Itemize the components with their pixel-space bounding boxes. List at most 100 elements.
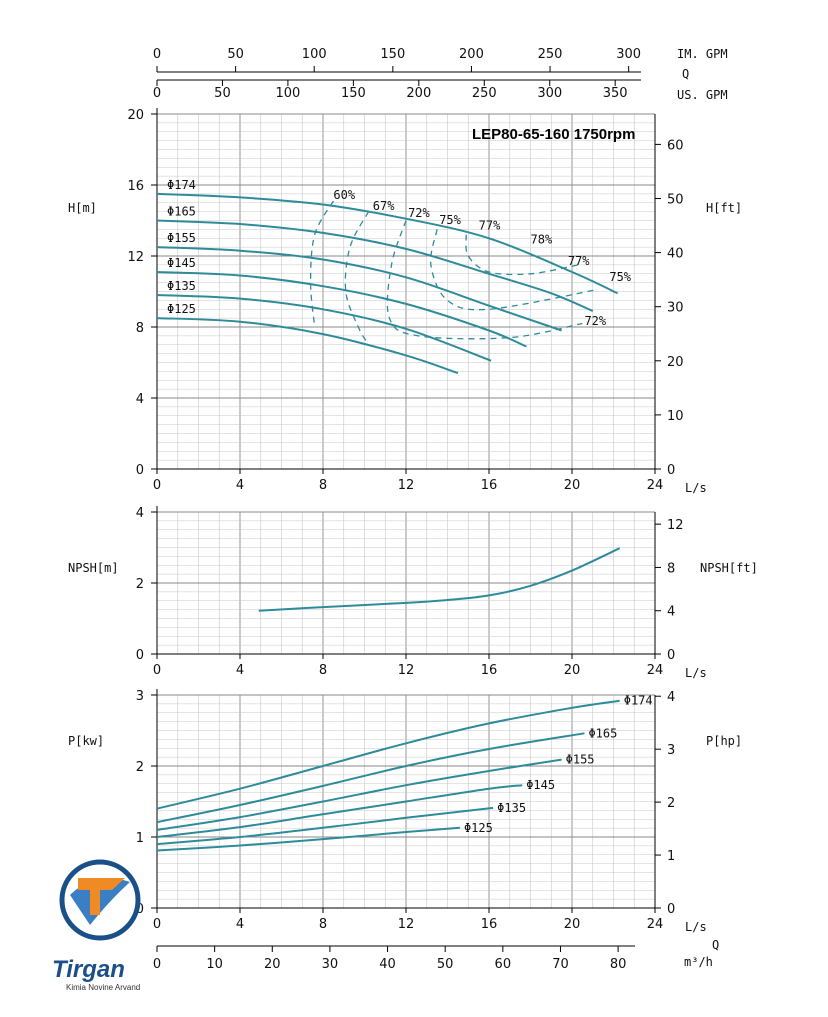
- us-gpm-tick-label: 0: [153, 86, 161, 101]
- x-tick-label: 12: [398, 917, 415, 932]
- x-tick-label: 0: [153, 478, 161, 493]
- x-tick-label: 4: [236, 917, 244, 932]
- series-line: [156, 317, 459, 375]
- y-tick-label: 1: [136, 831, 144, 846]
- series-label: Φ155: [566, 753, 595, 767]
- im-gpm-tick-label: 150: [380, 47, 405, 62]
- y-right-tick-label: 4: [667, 690, 675, 705]
- y-axis-title-left: NPSH[m]: [68, 561, 119, 575]
- efficiency-contour: [429, 229, 598, 311]
- axes-layer: [151, 66, 661, 952]
- x-tick-label: 24: [647, 917, 664, 932]
- x-tick-label: 20: [564, 917, 581, 932]
- us-gpm-tick-label: 250: [472, 86, 497, 101]
- series-line: [156, 699, 620, 810]
- y-right-tick-label: 0: [667, 648, 675, 663]
- x-tick-label: 16: [481, 478, 498, 493]
- y-axis-title-right: P[hp]: [706, 734, 742, 748]
- us-gpm-tick-label: 100: [275, 86, 300, 101]
- m3h-tick-label: 50: [437, 957, 454, 972]
- y-right-tick-label: 2: [667, 796, 675, 811]
- im-gpm-title: IM. GPM: [677, 47, 728, 61]
- efficiency-label: 77%: [479, 218, 501, 232]
- m3h-tick-label: 80: [610, 957, 627, 972]
- im-gpm-tick-label: 0: [153, 47, 161, 62]
- efficiency-label: 75%: [439, 213, 461, 227]
- y-right-tick-label: 3: [667, 743, 675, 758]
- efficiency-label: 72%: [408, 206, 430, 220]
- im-gpm-tick-label: 300: [616, 47, 641, 62]
- q-bottom-title: Q: [712, 938, 719, 952]
- series-line: [156, 732, 585, 824]
- y-right-tick-label: 60: [667, 138, 684, 153]
- y-tick-label: 2: [136, 577, 144, 592]
- y-right-tick-label: 50: [667, 192, 684, 207]
- series-line: [258, 547, 621, 612]
- us-gpm-tick-label: 300: [537, 86, 562, 101]
- im-gpm-tick-label: 200: [459, 47, 484, 62]
- us-gpm-tick-label: 200: [406, 86, 431, 101]
- tirgan-logo: Tirgan Kimia Novine Arvand: [52, 859, 141, 992]
- im-gpm-tick-label: 50: [227, 47, 244, 62]
- x-tick-label: 16: [481, 663, 498, 678]
- efficiency-label: 75%: [609, 270, 631, 284]
- y-axis-title-right: H[ft]: [706, 201, 742, 215]
- logo-name: Tirgan: [52, 956, 125, 983]
- m3h-tick-label: 40: [379, 957, 396, 972]
- x-tick-label: 0: [153, 663, 161, 678]
- series-label: Φ145: [167, 256, 196, 270]
- series-label: Φ145: [526, 778, 555, 792]
- im-gpm-tick-label: 250: [538, 47, 563, 62]
- series-line: [156, 294, 492, 362]
- efficiency-label: 60%: [333, 188, 355, 202]
- m3h-tick-label: 10: [206, 957, 223, 972]
- x-tick-label: 8: [319, 917, 327, 932]
- x-axis-title: L/s: [685, 920, 707, 934]
- series-label: Φ125: [464, 821, 493, 835]
- chart-title: LEP80-65-160 1750rpm: [472, 126, 635, 143]
- us-gpm-tick-label: 350: [603, 86, 628, 101]
- series-label: Φ155: [167, 231, 196, 245]
- y-axis-title-left: P[kw]: [68, 734, 104, 748]
- x-tick-label: 20: [564, 663, 581, 678]
- x-tick-label: 12: [398, 663, 415, 678]
- y-right-tick-label: 8: [667, 561, 675, 576]
- us-gpm-tick-label: 50: [214, 86, 231, 101]
- x-tick-label: 24: [647, 478, 664, 493]
- x-tick-label: 16: [481, 917, 498, 932]
- x-tick-label: 8: [319, 663, 327, 678]
- labels-layer: 0 4 8 12 16 20 24 L/s0481216200102030405060H[m]…: [68, 47, 758, 972]
- y-right-tick-label: 0: [667, 463, 675, 478]
- x-tick-label: 0: [153, 917, 161, 932]
- y-right-tick-label: 12: [667, 518, 684, 533]
- series-line: [156, 826, 460, 852]
- m3h-tick-label: 60: [495, 957, 512, 972]
- y-right-tick-label: 1: [667, 849, 675, 864]
- grid-layer: [156, 113, 656, 909]
- efficiency-contour: [344, 211, 370, 346]
- y-tick-label: 0: [136, 648, 144, 663]
- x-tick-label: 4: [236, 478, 244, 493]
- m3h-tick-label: 0: [153, 957, 161, 972]
- series-line: [156, 784, 523, 838]
- series-label: Φ135: [167, 279, 196, 293]
- y-tick-label: 4: [136, 506, 144, 521]
- y-tick-label: 2: [136, 760, 144, 775]
- efficiency-label: 78%: [531, 233, 553, 247]
- y-right-tick-label: 20: [667, 355, 684, 370]
- series-label: Φ174: [624, 694, 653, 708]
- series-label: Φ174: [167, 178, 196, 192]
- efficiency-contour: [309, 200, 334, 328]
- y-tick-label: 8: [136, 321, 144, 336]
- efficiency-label: 77%: [568, 254, 590, 268]
- efficiency-contour: [386, 220, 583, 340]
- us-gpm-title: US. GPM: [677, 88, 728, 102]
- y-tick-label: 16: [127, 179, 144, 194]
- y-tick-label: 12: [127, 250, 144, 265]
- efficiency-contour: [465, 234, 579, 276]
- efficiency-label: 72%: [584, 314, 606, 328]
- series-line: [156, 806, 494, 846]
- y-axis-title-right: NPSH[ft]: [700, 561, 758, 575]
- series-line: [156, 219, 594, 312]
